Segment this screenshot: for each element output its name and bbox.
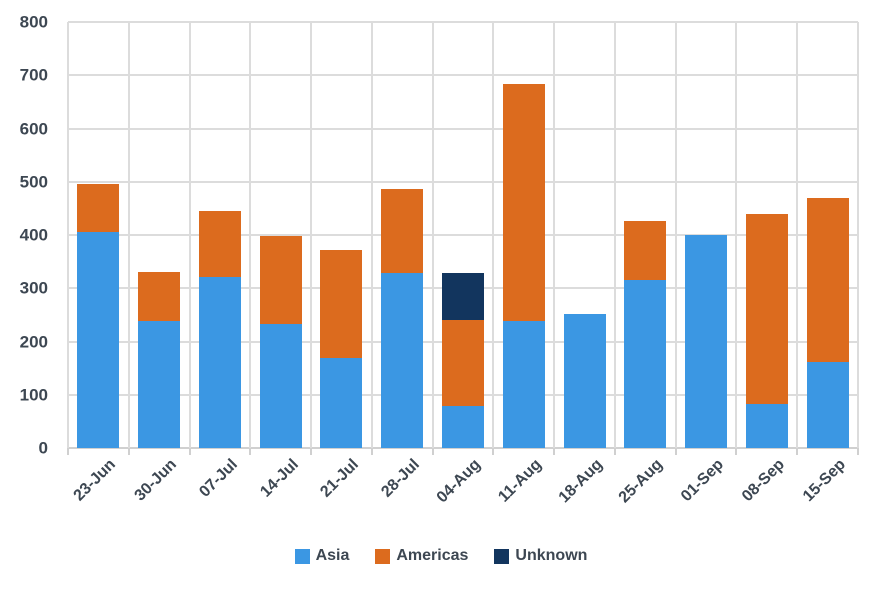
vertical-gridline (249, 22, 252, 448)
x-axis-tick-label: 04-Aug (433, 456, 485, 507)
bar-segment-asia (259, 323, 302, 448)
vertical-gridline (674, 22, 677, 448)
bar-segment-asia (502, 321, 545, 448)
x-axis-tick-label: 28-Jul (378, 456, 424, 501)
bar-segment-asia (138, 321, 181, 448)
vertical-gridline (857, 22, 859, 448)
bar-segment-americas (624, 220, 667, 281)
x-axis-tick-label: 07-Jul (196, 456, 241, 501)
x-axis-tick (67, 448, 69, 455)
x-axis-tick-label: 30-Jun (131, 456, 181, 505)
x-axis-tick (188, 448, 191, 455)
y-axis-tick-label: 800 (19, 12, 48, 32)
bar-segment-americas (320, 249, 363, 358)
x-axis-tick-label: 11-Aug (495, 456, 545, 506)
x-axis-line (68, 447, 858, 449)
vertical-gridline (613, 22, 616, 448)
vertical-gridline (370, 22, 373, 448)
y-axis-tick-label: 700 (19, 65, 48, 85)
horizontal-gridline (68, 234, 858, 236)
x-axis-tick-label: 23-Jun (70, 456, 120, 505)
x-axis-tick (553, 448, 556, 455)
y-axis-tick-label: 600 (19, 119, 48, 138)
bar-segment-americas (138, 272, 181, 322)
bar-segment-asia (442, 406, 484, 448)
bar-segment-americas (259, 236, 302, 324)
legend-item-unknown: Unknown (494, 547, 587, 565)
legend-swatch-asia (294, 548, 310, 564)
bar-segment-asia (806, 361, 849, 448)
y-axis-tick-label: 200 (19, 332, 48, 351)
bar-segment-americas (806, 197, 849, 362)
x-axis-tick (735, 448, 738, 455)
horizontal-gridline (68, 127, 858, 130)
y-axis-tick-label: 100 (19, 385, 48, 405)
vertical-gridline (492, 22, 495, 448)
horizontal-gridline (68, 180, 858, 183)
x-axis-tick-label: 01-Sep (677, 456, 728, 506)
legend-swatch-unknown (494, 548, 510, 564)
bar-segment-americas (77, 184, 120, 233)
vertical-gridline (553, 22, 556, 448)
vertical-gridline (735, 22, 738, 448)
bar-segment-americas (502, 84, 545, 322)
bar-segment-asia (381, 273, 424, 448)
legend-label-unknown: Unknown (515, 547, 588, 564)
horizontal-gridline (68, 74, 858, 77)
legend-label-asia: Asia (315, 547, 350, 564)
legend-swatch-americas (375, 548, 391, 564)
vertical-gridline (188, 22, 191, 448)
y-axis-tick-label: 500 (19, 172, 48, 192)
legend-label-americas: Americas (396, 547, 469, 564)
x-axis-tick-label: 21-Jul (317, 456, 363, 501)
legend: Asia Americas Unknown (0, 547, 882, 565)
legend-item-americas: Americas (375, 547, 468, 565)
x-axis-tick (613, 448, 616, 455)
vertical-gridline (310, 22, 313, 448)
x-axis-tick (431, 448, 434, 455)
x-axis-tick (249, 448, 252, 455)
y-axis-tick-label: 0 (38, 438, 48, 458)
bar-segment-unknown (442, 273, 484, 321)
vertical-gridline (431, 22, 434, 448)
y-axis-tick-label: 300 (19, 278, 48, 298)
x-axis-tick (674, 448, 677, 455)
vertical-gridline (127, 22, 130, 448)
horizontal-gridline (68, 21, 858, 23)
bar-segment-americas (198, 210, 241, 277)
bar-segment-asia (563, 313, 606, 448)
bar-segment-americas (442, 320, 484, 407)
bar-segment-asia (198, 276, 241, 448)
bar-segment-asia (77, 232, 120, 448)
vertical-gridline (67, 22, 69, 448)
x-axis-tick (857, 448, 859, 455)
vertical-gridline (796, 22, 799, 448)
x-axis-tick (370, 448, 373, 455)
bar-segment-americas (381, 189, 424, 274)
bar-segment-asia (745, 403, 788, 448)
x-axis-tick-label: 14-Jul (256, 456, 302, 501)
x-axis-tick-label: 18-Aug (555, 456, 606, 507)
x-axis-tick (127, 448, 130, 455)
bar-segment-asia (320, 358, 363, 448)
bar-segment-asia (685, 235, 728, 448)
x-axis-tick-label: 25-Aug (615, 456, 667, 507)
x-axis-tick (492, 448, 495, 455)
x-axis-tick (796, 448, 799, 455)
x-axis-tick (310, 448, 313, 455)
y-axis-tick-label: 400 (19, 225, 48, 245)
bar-segment-asia (624, 280, 667, 448)
x-axis-tick-label: 15-Sep (799, 456, 849, 506)
x-axis-tick-label: 08-Sep (738, 456, 788, 506)
legend-item-asia: Asia (294, 547, 350, 565)
bar-segment-americas (745, 213, 788, 404)
